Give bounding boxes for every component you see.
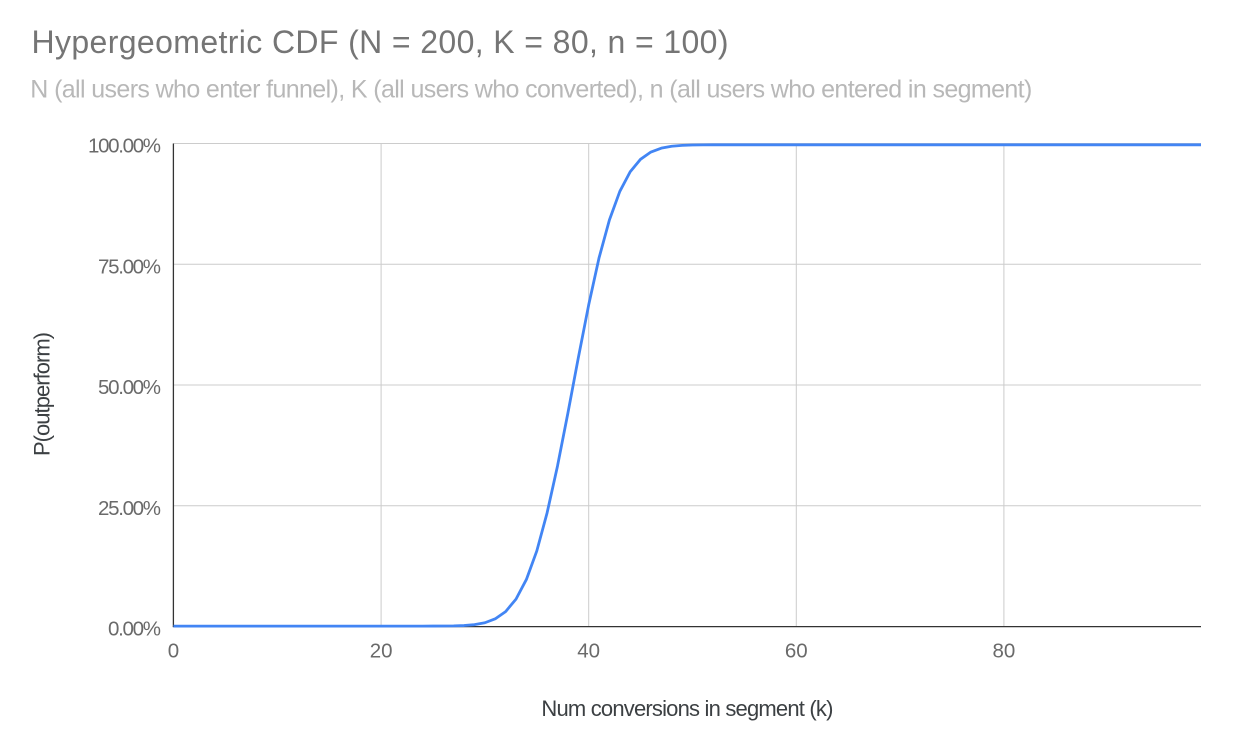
svg-text:20: 20 — [370, 639, 393, 662]
svg-text:0.00%: 0.00% — [108, 618, 161, 641]
svg-text:100.00%: 100.00% — [88, 135, 161, 158]
svg-text:50.00%: 50.00% — [98, 376, 161, 399]
svg-text:80: 80 — [992, 639, 1015, 662]
svg-text:60: 60 — [785, 639, 808, 662]
svg-text:0: 0 — [168, 639, 179, 662]
svg-text:25.00%: 25.00% — [98, 497, 161, 520]
svg-text:Hypergeometric CDF (N = 200, K: Hypergeometric CDF (N = 200, K = 80, n =… — [32, 24, 729, 60]
svg-text:40: 40 — [577, 639, 600, 662]
svg-text:N (all users who enter funnel): N (all users who enter funnel), K (all u… — [30, 76, 1032, 104]
svg-text:P(outperform): P(outperform) — [30, 332, 55, 456]
svg-text:75.00%: 75.00% — [98, 255, 161, 278]
svg-text:Num conversions in segment (k): Num conversions in segment (k) — [541, 696, 833, 721]
